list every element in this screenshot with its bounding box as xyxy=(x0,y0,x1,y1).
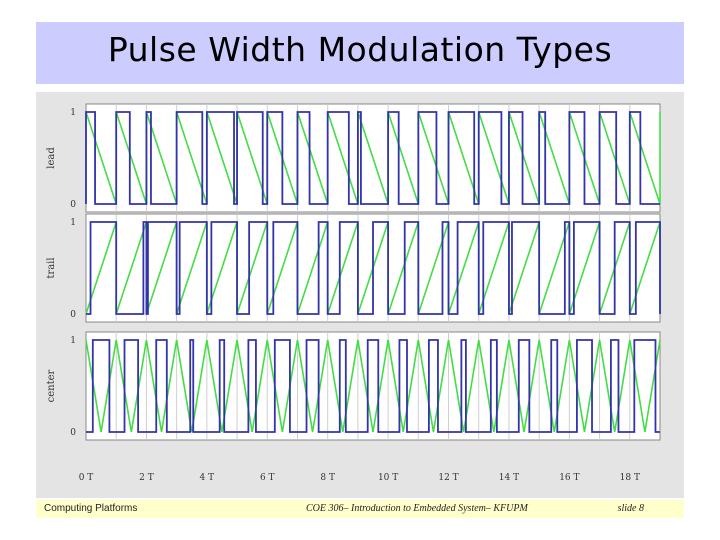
footer-course-title: COE 306– Introduction to Embedded System… xyxy=(306,503,528,514)
y-tick-label: 0 xyxy=(70,310,76,320)
x-tick-label: 8 T xyxy=(320,473,335,483)
pwm-figure: 0 1 lead 0 1 trail 0 1 center 0 T 2 T 4 T 6 T 8 T 10 T… xyxy=(36,92,684,498)
x-tick-label: 6 T xyxy=(260,473,275,483)
footer-band: Computing Platforms COE 306– Introductio… xyxy=(36,500,684,518)
y-axis-label-trail: trail xyxy=(46,257,57,278)
x-tick-label: 18 T xyxy=(620,473,640,483)
x-tick-label: 4 T xyxy=(200,473,215,483)
x-tick-label: 12 T xyxy=(438,473,458,483)
y-tick-label: 0 xyxy=(70,200,76,210)
pwm-signal-trail xyxy=(86,221,661,315)
pwm-signal-center xyxy=(86,339,660,433)
footer-course-section: Computing Platforms xyxy=(44,503,138,514)
slide-title: Pulse Width Modulation Types xyxy=(107,30,613,69)
pwm-signal-lead xyxy=(85,111,660,205)
x-tick-label: 14 T xyxy=(499,473,519,483)
pwm-chart: 0 1 lead 0 1 trail 0 1 center 0 T 2 T 4 T 6 T 8 T 10 T… xyxy=(46,103,661,483)
y-tick-label: 1 xyxy=(70,218,76,228)
slide-number: slide 8 xyxy=(617,503,644,514)
y-axis-label-center: center xyxy=(46,369,57,402)
x-tick-label: 2 T xyxy=(139,473,154,483)
panel-center-frame xyxy=(85,331,661,441)
title-band: Pulse Width Modulation Types xyxy=(36,22,684,84)
y-tick-label: 0 xyxy=(70,428,76,438)
x-tick-label: 10 T xyxy=(378,473,398,483)
y-tick-label: 1 xyxy=(70,108,76,118)
x-tick-label: 16 T xyxy=(559,473,579,483)
y-axis-label-lead: lead xyxy=(46,147,57,169)
y-tick-label: 1 xyxy=(70,336,76,346)
x-tick-label: 0 T xyxy=(79,473,94,483)
carrier-wave-center xyxy=(85,339,661,433)
